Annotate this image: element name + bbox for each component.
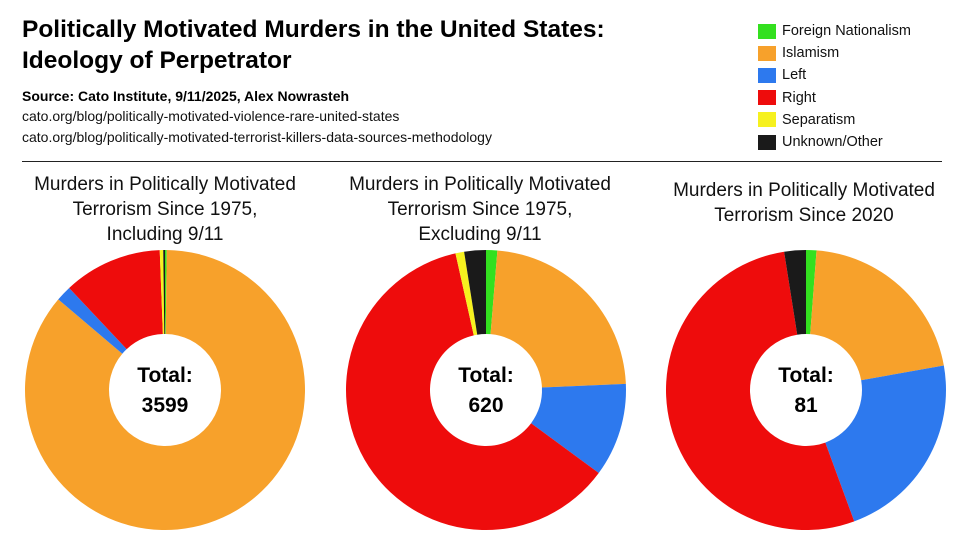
slice-unknown-other bbox=[163, 250, 165, 335]
chart-2-title-line-2: Terrorism Since 1975, bbox=[387, 199, 573, 220]
slice-left bbox=[58, 287, 127, 354]
chart-3-title-line-2: Terrorism Since 2020 bbox=[714, 205, 894, 226]
legend-item-right: Right bbox=[758, 87, 954, 109]
total-value: 3599 bbox=[142, 394, 189, 417]
chart-title: Politically Motivated Murders in the Uni… bbox=[22, 14, 722, 76]
source-text: Source: Cato Institute, 9/11/2025, Alex … bbox=[22, 88, 350, 104]
chart-2-title-line-1: Murders in Politically Motivated bbox=[349, 174, 611, 195]
legend: Foreign Nationalism Islamism Left Right … bbox=[758, 20, 954, 153]
slice-islamism bbox=[490, 250, 626, 388]
legend-label: Unknown/Other bbox=[782, 134, 883, 151]
legend-item-unknown-other: Unknown/Other bbox=[758, 131, 954, 153]
legend-swatch bbox=[758, 23, 776, 39]
legend-swatch bbox=[758, 112, 776, 128]
total-label: Total: bbox=[137, 364, 193, 387]
slice-unknown-other bbox=[784, 250, 806, 335]
chart-2-title-line-3: Excluding 9/11 bbox=[418, 224, 542, 245]
legend-item-foreign-nationalism: Foreign Nationalism bbox=[758, 20, 954, 42]
slice-right bbox=[69, 250, 163, 350]
total-label: Total: bbox=[458, 364, 514, 387]
slice-left bbox=[825, 365, 946, 522]
legend-item-separatism: Separatism bbox=[758, 109, 954, 131]
chart-1-title-line-2: Terrorism Since 1975, bbox=[72, 199, 258, 220]
legend-label: Foreign Nationalism bbox=[782, 23, 911, 40]
divider bbox=[22, 161, 942, 162]
legend-item-left: Left bbox=[758, 64, 954, 86]
slice-right bbox=[666, 251, 855, 531]
chart-1-title-line-1: Murders in Politically Motivated bbox=[34, 174, 296, 195]
title-line-2: Ideology of Perpetrator bbox=[22, 47, 292, 74]
source-link-2: cato.org/blog/politically-motivated-terr… bbox=[22, 129, 492, 145]
source-link-1: cato.org/blog/politically-motivated-viol… bbox=[22, 108, 400, 124]
legend-swatch bbox=[758, 67, 776, 83]
legend-label: Right bbox=[782, 89, 816, 106]
chart-1-title-line-3: Including 9/11 bbox=[106, 224, 224, 245]
slice-separatism bbox=[455, 251, 478, 336]
slice-separatism bbox=[159, 250, 165, 335]
donut-chart-1: Total: 3599 bbox=[24, 250, 305, 530]
legend-item-islamism: Islamism bbox=[758, 42, 954, 64]
donut-chart-3: Total: 81 bbox=[666, 250, 946, 531]
legend-swatch bbox=[758, 90, 776, 106]
slice-left bbox=[531, 383, 626, 473]
slice-foreign-nationalism bbox=[165, 250, 167, 335]
title-line-1: Politically Motivated Murders in the Uni… bbox=[22, 16, 605, 43]
legend-label: Separatism bbox=[782, 111, 856, 128]
slice-islamism bbox=[810, 250, 944, 381]
legend-label: Islamism bbox=[782, 45, 840, 62]
chart-2-title: Murders in Politically Motivated Terrori… bbox=[330, 172, 630, 247]
chart-3-title: Murders in Politically Motivated Terrori… bbox=[654, 178, 954, 228]
donut-chart-2: Total: 620 bbox=[345, 250, 626, 531]
legend-swatch bbox=[758, 45, 776, 61]
slice-islamism bbox=[24, 250, 305, 530]
chart-1-title: Murders in Politically Motivated Terrori… bbox=[15, 172, 315, 247]
slice-unknown-other bbox=[464, 250, 486, 335]
legend-label: Left bbox=[782, 67, 807, 84]
legend-swatch bbox=[758, 134, 776, 150]
total-value: 81 bbox=[794, 394, 818, 417]
slice-foreign-nationalism bbox=[486, 250, 498, 335]
chart-3-title-line-1: Murders in Politically Motivated bbox=[673, 180, 935, 201]
total-value: 620 bbox=[468, 394, 503, 417]
slice-right bbox=[345, 253, 599, 531]
total-label: Total: bbox=[778, 364, 834, 387]
slice-foreign-nationalism bbox=[806, 250, 817, 335]
